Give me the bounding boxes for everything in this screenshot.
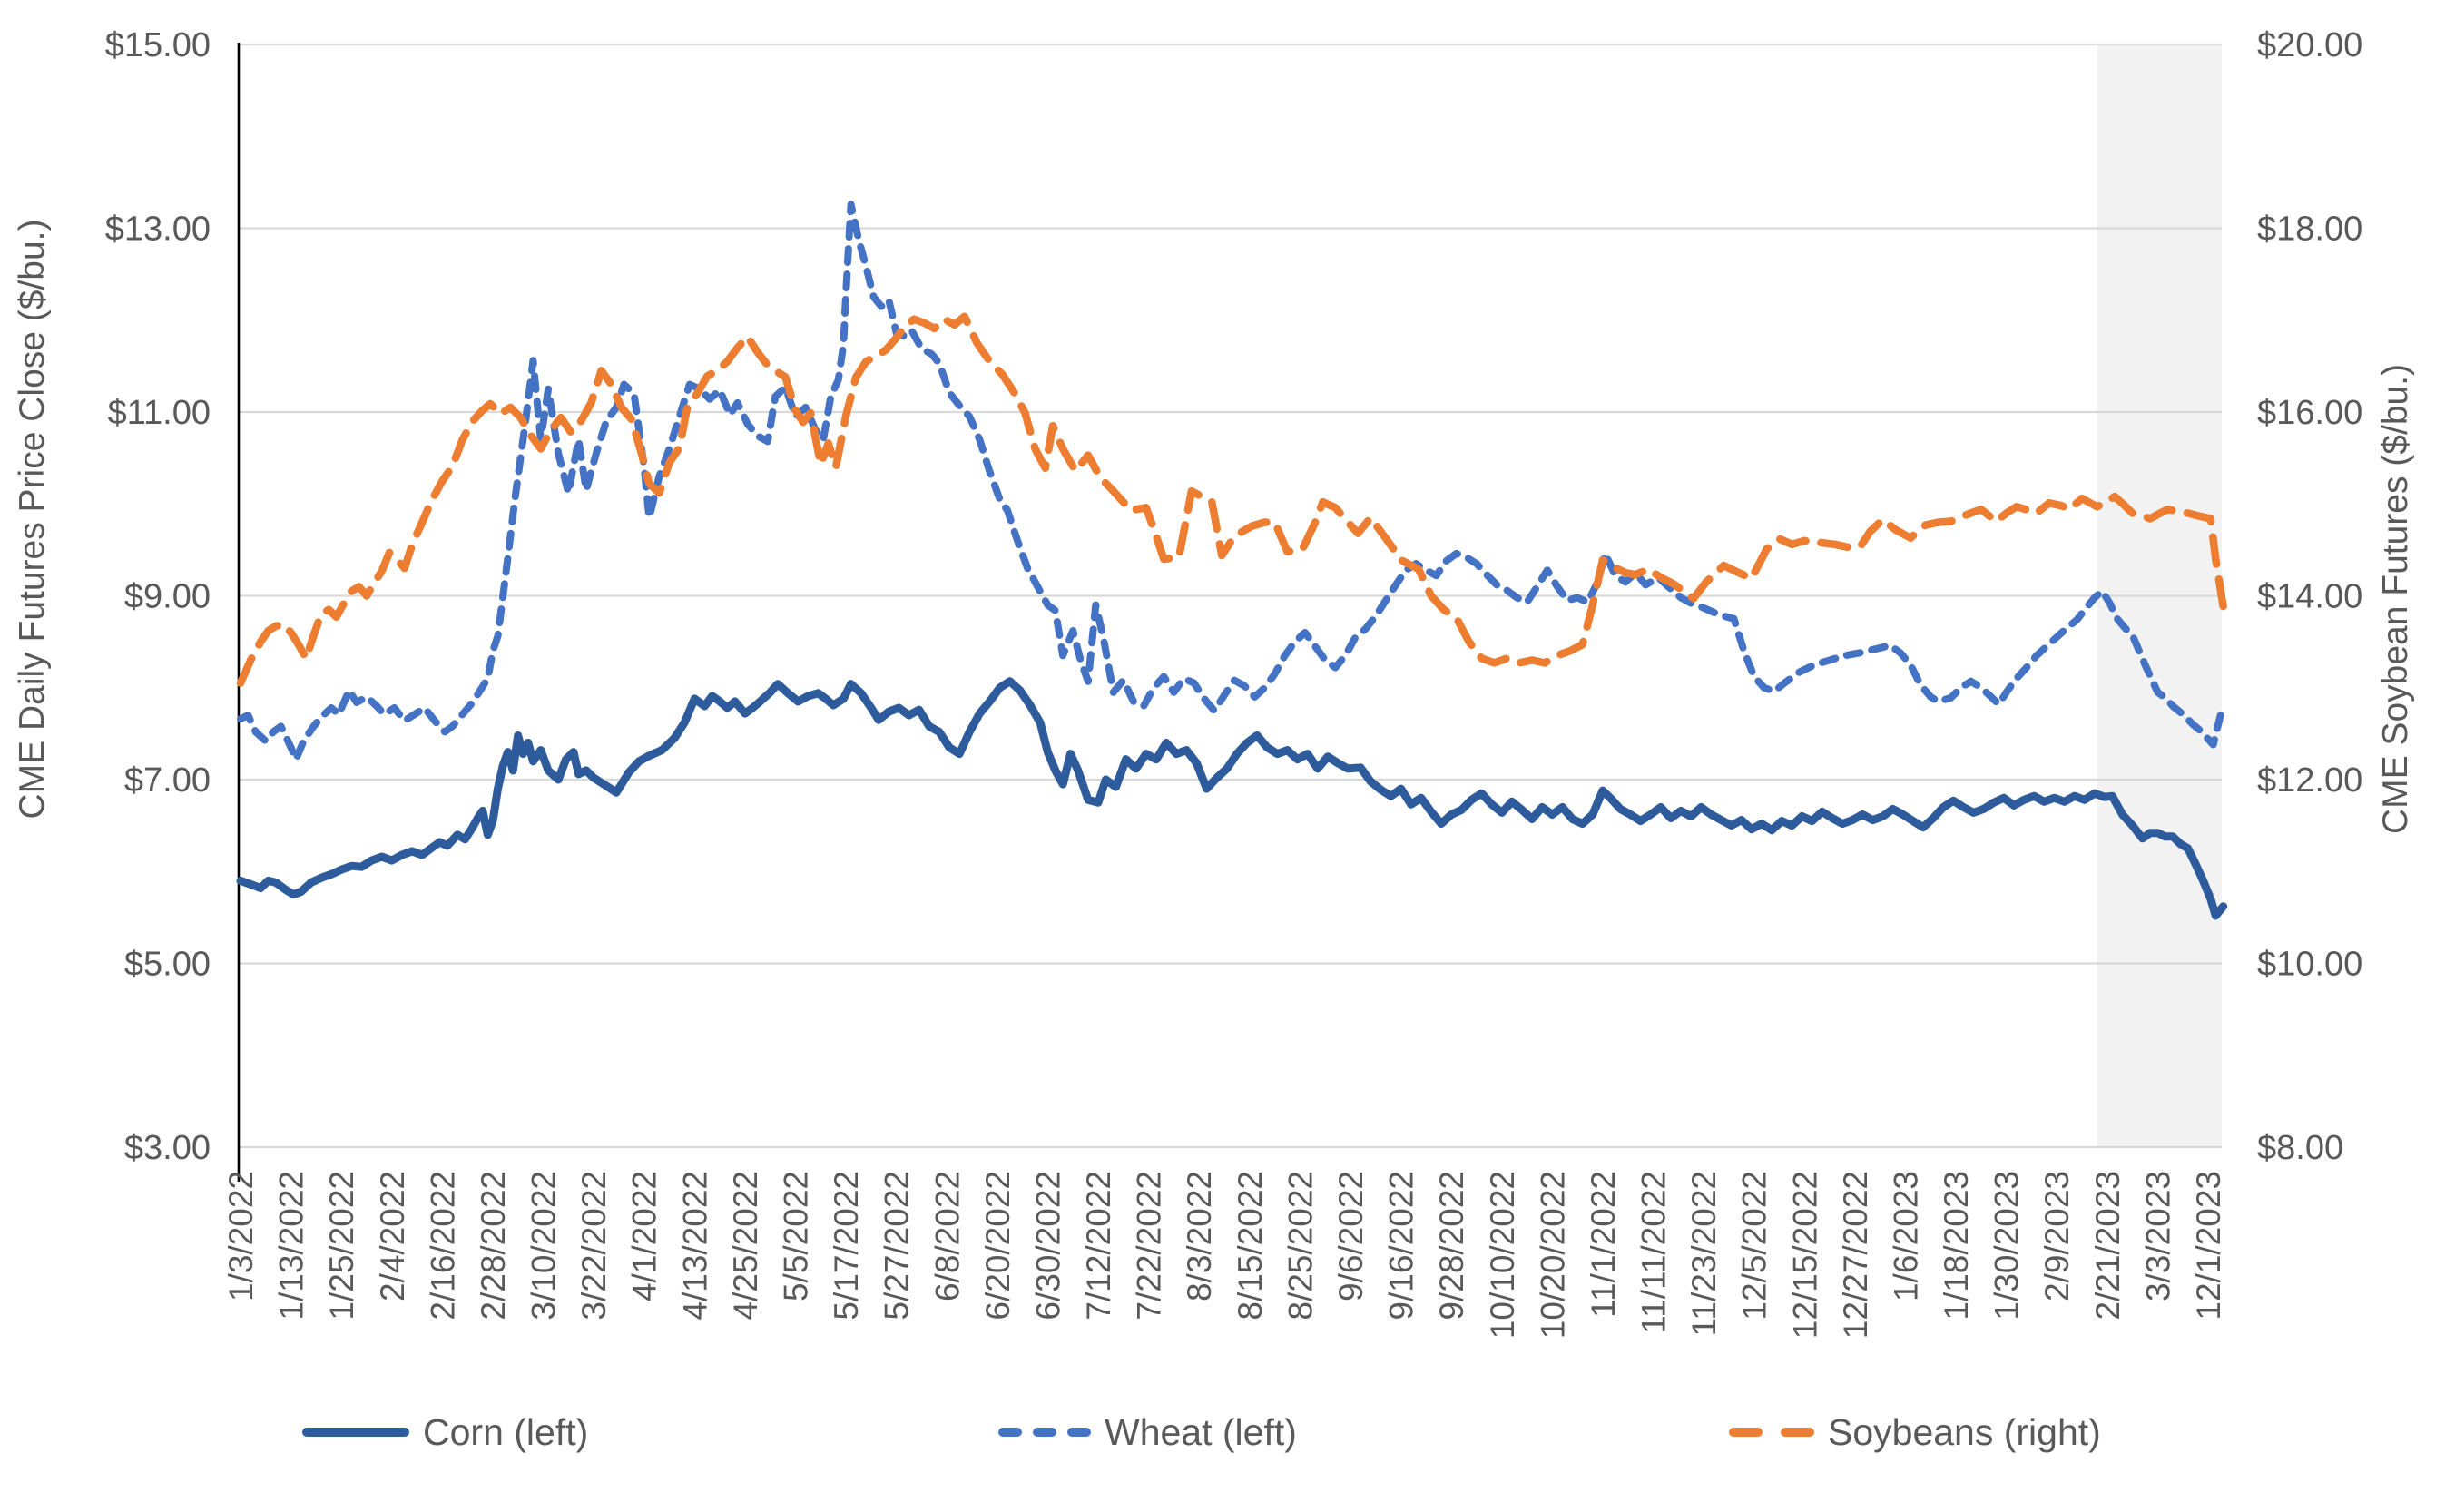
soybeans-series-line bbox=[236, 312, 2227, 687]
x-axis-tick-label: 5/5/2022 bbox=[777, 1171, 814, 1301]
right-axis-value: $16.00 bbox=[2257, 394, 2362, 432]
x-axis-tick-label: 5/17/2022 bbox=[828, 1171, 865, 1321]
corn-line-swatch bbox=[302, 1428, 409, 1437]
x-axis-tick-label: 6/30/2022 bbox=[1029, 1171, 1066, 1321]
left-axis-tick-labels: $15.00 $13.00 $11.00 $9.00 $7.00 $5.00 $3.00 bbox=[105, 26, 211, 1167]
x-axis-tick-label: 8/25/2022 bbox=[1282, 1171, 1319, 1321]
x-axis-tick-label: 1/13/2022 bbox=[273, 1171, 310, 1321]
x-axis-tick-label: 8/3/2022 bbox=[1181, 1171, 1218, 1301]
legend-item-corn: Corn (left) bbox=[302, 1407, 588, 1458]
soybeans-dashed-line-swatch bbox=[1729, 1428, 1814, 1437]
left-axis-value: $7.00 bbox=[124, 761, 211, 800]
left-axis-value: $11.00 bbox=[108, 394, 211, 432]
x-axis-tick-label: 2/4/2022 bbox=[374, 1171, 411, 1301]
x-axis-tick-label: 12/1/2023 bbox=[2190, 1171, 2227, 1321]
series-lines bbox=[236, 201, 2228, 920]
right-axis-value: $10.00 bbox=[2257, 946, 2362, 984]
legend: Corn (left) Wheat (left) Soybeans (right… bbox=[0, 1407, 2455, 1461]
legend-label-soybeans: Soybeans (right) bbox=[1828, 1410, 2101, 1453]
x-axis-tick-label: 12/27/2022 bbox=[1837, 1171, 1874, 1339]
x-axis-tick-label: 2/16/2022 bbox=[424, 1171, 461, 1321]
x-axis-tick-label: 3/3/2023 bbox=[2139, 1171, 2176, 1301]
right-axis-tick-labels: $20.00 $18.00 $16.00 $14.00 $12.00 $10.00 $8.0… bbox=[2257, 26, 2362, 1167]
left-axis-value: $13.00 bbox=[105, 211, 211, 249]
x-axis-tick-label: 1/3/2022 bbox=[222, 1171, 260, 1301]
gridlines bbox=[239, 43, 2222, 1149]
x-axis-tick-label: 7/22/2022 bbox=[1131, 1171, 1168, 1321]
right-axis-title: CME Soybean Futures ($/bu.) bbox=[2376, 364, 2415, 834]
left-axis-title: CME Daily Futures Price Close ($/bu.) bbox=[13, 219, 52, 819]
x-axis-tick-label: 11/11/2022 bbox=[1635, 1171, 1673, 1334]
left-axis-value: $3.00 bbox=[124, 1129, 211, 1167]
left-axis-value: $5.00 bbox=[124, 946, 211, 984]
x-axis-tick-label: 11/1/2022 bbox=[1585, 1171, 1622, 1318]
legend-item-soybeans: Soybeans (right) bbox=[1729, 1407, 2101, 1458]
left-axis-value: $9.00 bbox=[124, 578, 211, 616]
x-axis-tick-label: 10/10/2022 bbox=[1484, 1171, 1521, 1339]
corn-series-line bbox=[236, 677, 2228, 920]
right-axis-value: $14.00 bbox=[2257, 578, 2362, 616]
legend-item-wheat: Wheat (left) bbox=[998, 1407, 1297, 1458]
x-axis-tick-label: 12/15/2022 bbox=[1786, 1171, 1823, 1339]
right-axis-value: $8.00 bbox=[2257, 1129, 2343, 1167]
x-axis-tick-labels: 1/3/2022 1/13/2022 1/25/2022 2/4/2022 2/16/2… bbox=[222, 1171, 2227, 1339]
x-axis-tick-label: 4/13/2022 bbox=[676, 1171, 713, 1321]
x-axis-tick-label: 5/27/2022 bbox=[879, 1171, 916, 1321]
x-axis-tick-label: 6/20/2022 bbox=[979, 1171, 1016, 1321]
x-axis-tick-label: 9/28/2022 bbox=[1433, 1171, 1470, 1321]
x-axis-tick-label: 2/28/2022 bbox=[475, 1171, 512, 1321]
x-axis-tick-label: 4/1/2022 bbox=[626, 1171, 663, 1301]
x-axis-tick-label: 3/10/2022 bbox=[525, 1171, 563, 1321]
x-axis-tick-label: 1/30/2023 bbox=[1989, 1171, 2026, 1321]
x-axis-tick-label: 1/18/2023 bbox=[1938, 1171, 1975, 1321]
x-axis-tick-label: 2/21/2023 bbox=[2089, 1171, 2126, 1321]
x-axis-tick-label: 11/23/2022 bbox=[1685, 1171, 1723, 1336]
left-axis-value: $15.00 bbox=[105, 26, 211, 64]
x-axis-tick-label: 3/22/2022 bbox=[575, 1171, 613, 1321]
x-axis-tick-label: 12/5/2022 bbox=[1736, 1171, 1773, 1321]
x-axis-tick-label: 9/6/2022 bbox=[1332, 1171, 1370, 1301]
right-axis-value: $18.00 bbox=[2257, 211, 2362, 249]
legend-label-wheat: Wheat (left) bbox=[1105, 1410, 1297, 1453]
x-axis-tick-label: 6/8/2022 bbox=[928, 1171, 966, 1301]
x-axis-tick-label: 7/12/2022 bbox=[1080, 1171, 1117, 1321]
right-axis-value: $12.00 bbox=[2257, 761, 2362, 800]
x-axis-tick-label: 8/15/2022 bbox=[1232, 1171, 1269, 1321]
wheat-dashed-line-swatch bbox=[998, 1428, 1091, 1437]
x-axis-tick-label: 4/25/2022 bbox=[727, 1171, 764, 1321]
x-axis-tick-label: 10/20/2022 bbox=[1534, 1171, 1571, 1339]
x-axis-tick-label: 9/16/2022 bbox=[1383, 1171, 1420, 1321]
legend-label-corn: Corn (left) bbox=[423, 1410, 589, 1453]
right-axis-value: $20.00 bbox=[2257, 26, 2362, 64]
x-axis-tick-label: 2/9/2023 bbox=[2038, 1171, 2076, 1301]
x-axis-tick-label: 1/25/2022 bbox=[323, 1171, 360, 1321]
wheat-series-line bbox=[237, 201, 2227, 763]
x-axis-tick-label: 1/6/2023 bbox=[1887, 1171, 1924, 1301]
